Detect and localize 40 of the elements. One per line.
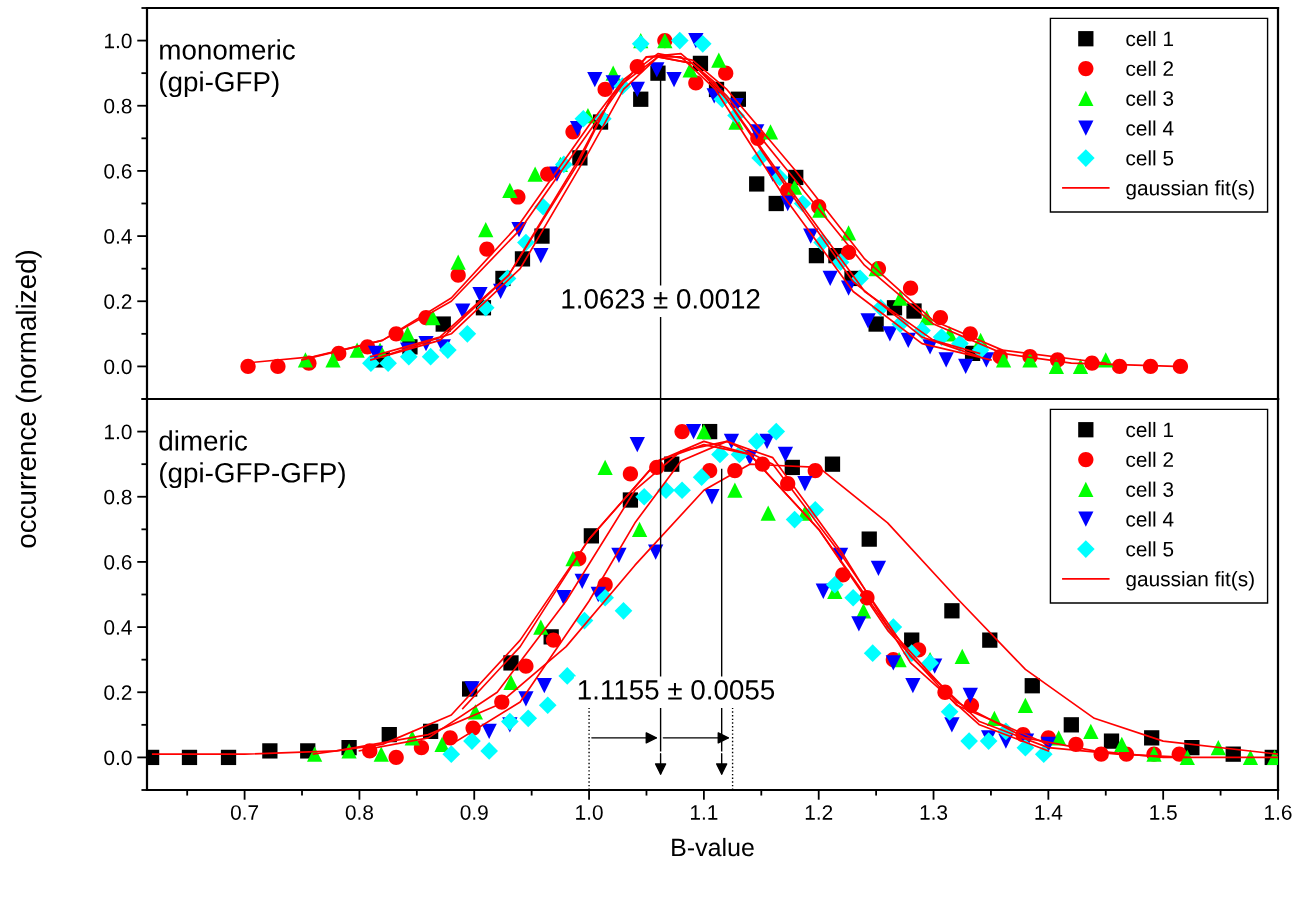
y-tick-label: 1.0 [105,424,132,440]
x-tick-label: 1.6 [1265,805,1292,820]
legend-label: cell 1 [1126,30,1174,47]
legend-label: cell 1 [1126,421,1174,438]
legend-label: cell 3 [1126,90,1174,106]
x-tick-label: 0.9 [460,805,488,820]
ref-line-label: 1.1155 ± 0.0055 [578,680,775,700]
legend-label: cell 2 [1126,60,1173,77]
legend-label: cell 4 [1126,511,1174,527]
legend-label: gaussian fit(s) [1126,571,1254,591]
y-tick-label: 0.0 [104,359,132,375]
x-tick-label: 1.1 [691,805,718,820]
x-axis-title: B-value [672,837,754,857]
y-tick-label: 0.0 [104,750,132,766]
legend-label: cell 3 [1126,481,1174,497]
y-tick-label: 0.4 [104,229,132,244]
x-tick-label: 1.2 [805,805,833,820]
y-axis-title: occurrence (normalized) [15,250,42,548]
x-tick-label: 1.4 [1035,805,1063,820]
annotation: monomeric (gpi-GFP) [160,39,295,98]
x-tick-label: 1.5 [1150,805,1177,820]
x-tick-label: 1.3 [920,805,948,820]
y-tick-label: 0.4 [104,620,132,635]
legend-label: gaussian fit(s) [1126,180,1254,200]
y-tick-label: 0.2 [104,685,132,700]
y-tick-label: 0.6 [104,554,132,570]
legend-label: cell 5 [1126,541,1174,557]
x-tick-label: 0.8 [345,805,373,820]
legend-label: cell 2 [1126,451,1173,468]
y-tick-label: 1.0 [105,33,132,49]
annotation: dimeric (gpi-GFP-GFP) [159,430,345,489]
ref-line-label: 1.0623 ± 0.0012 [562,289,760,309]
x-tick-label: 0.7 [230,805,259,820]
legend-label: cell 5 [1126,150,1174,166]
y-tick-label: 0.2 [104,294,132,309]
y-tick-label: 0.6 [104,163,132,179]
x-tick-label: 1.0 [576,805,603,820]
y-tick-label: 0.8 [104,98,132,114]
y-tick-label: 0.8 [104,489,132,505]
legend-label: cell 4 [1126,120,1174,136]
